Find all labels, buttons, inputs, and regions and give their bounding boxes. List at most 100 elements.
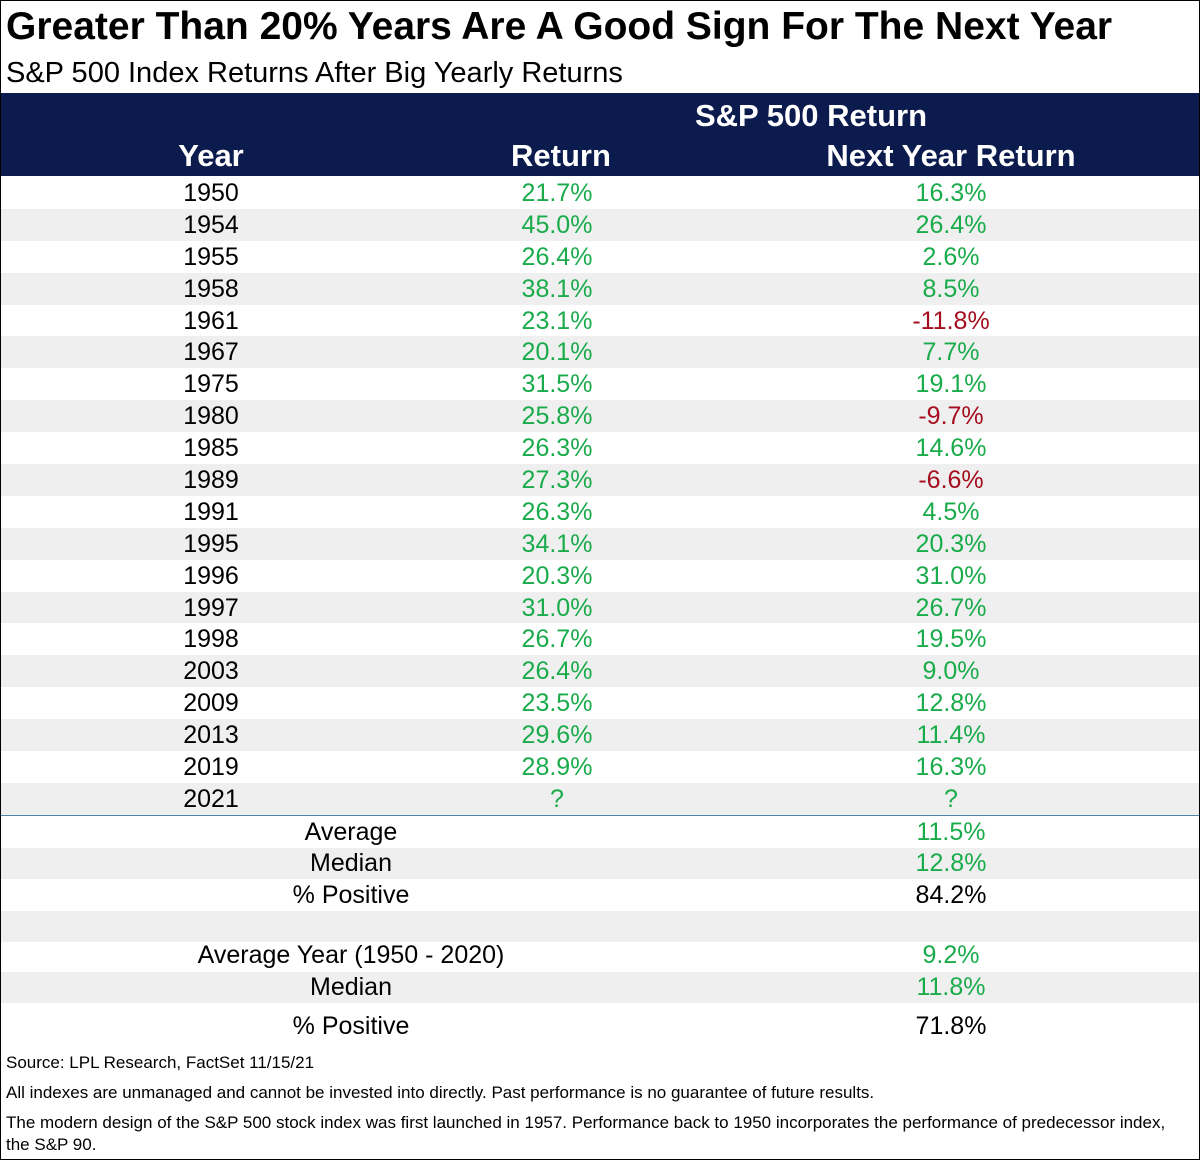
next-year-return-cell: 11.4%	[916, 721, 986, 750]
return-cell: 23.1%	[521, 306, 593, 335]
year-cell: 1985	[183, 434, 239, 463]
next-year-return-cell: 7.7%	[922, 338, 980, 367]
return-cell: 21.7%	[521, 179, 593, 207]
baseline-row-median: Median 11.8%	[1, 972, 1199, 1003]
next-year-return-cell: -9.7%	[918, 402, 984, 431]
table-row: 2013 29.6% 11.4%	[1, 719, 1199, 752]
next-year-return-cell: 19.1%	[915, 370, 987, 399]
year-cell: 1989	[183, 466, 239, 495]
baseline-value: 11.8%	[916, 973, 986, 1001]
table-row: 1989 27.3% -6.6%	[1, 464, 1199, 496]
next-year-return-cell: 19.5%	[915, 625, 987, 654]
baseline-label: Average Year (1950 - 2020)	[197, 941, 505, 969]
next-year-return-cell: 4.5%	[922, 497, 980, 526]
summary-row-positive: % Positive 84.2%	[1, 880, 1199, 911]
table-row: 1975 31.5% 19.1%	[1, 368, 1199, 400]
return-cell: 45.0%	[521, 210, 593, 239]
summary-row-median: Median 12.8%	[1, 848, 1199, 879]
year-cell: 1955	[183, 242, 239, 271]
next-year-return-cell: 8.5%	[922, 274, 980, 303]
year-cell: 1996	[183, 561, 239, 590]
disclaimer-note: All indexes are unmanaged and cannot be …	[6, 1083, 875, 1102]
return-cell: 31.0%	[521, 593, 593, 622]
next-year-return-cell: 12.8%	[915, 689, 987, 718]
spacer-row	[1, 911, 1199, 942]
year-cell: 1980	[183, 402, 239, 431]
year-cell: 2019	[183, 753, 239, 782]
year-cell: 1967	[183, 338, 239, 367]
column-header-next-year-return: Next Year Return	[826, 138, 1076, 173]
table-row: 2019 28.9% 16.3%	[1, 751, 1199, 783]
year-cell: 1954	[183, 210, 239, 239]
summary-label: Average	[304, 818, 398, 846]
baseline-value: 9.2%	[922, 941, 980, 969]
table-row: 2009 23.5% 12.8%	[1, 687, 1199, 719]
return-cell: 26.7%	[521, 625, 593, 654]
return-cell: 20.3%	[521, 561, 593, 590]
baseline-value: 71.8%	[915, 1012, 987, 1040]
next-year-return-cell: ?	[944, 784, 958, 813]
table-row: 1991 26.3% 4.5%	[1, 496, 1199, 528]
table-header: S&P 500 Return Year Return Next Year Ret…	[1, 93, 1199, 176]
baseline-row-average: Average Year (1950 - 2020) 9.2%	[1, 940, 1199, 971]
table-row: 2021??	[1, 782, 1199, 815]
next-year-return-cell: 16.3%	[915, 179, 987, 207]
return-cell: 29.6%	[521, 721, 593, 750]
next-year-return-cell: 16.3%	[915, 753, 987, 782]
return-cell: 31.5%	[521, 370, 593, 399]
table-row: 1996 20.3% 31.0%	[1, 560, 1199, 592]
summary-label: % Positive	[292, 881, 410, 909]
chart-title: Greater Than 20% Years Are A Good Sign F…	[6, 5, 1113, 48]
year-cell: 1958	[183, 274, 239, 303]
year-cell: 2013	[183, 721, 239, 750]
table-row: 1961 23.1% -11.8%	[1, 305, 1199, 337]
year-cell: 2009	[183, 689, 239, 718]
summary-value: 11.5%	[916, 818, 986, 846]
table-row: 1955 26.4% 2.6%	[1, 241, 1199, 273]
next-year-return-cell: 26.4%	[915, 210, 987, 239]
return-cell: 20.1%	[521, 338, 593, 367]
year-cell: 1975	[183, 370, 239, 399]
table-row: 1958 38.1% 8.5%	[1, 272, 1199, 305]
return-cell: 23.5%	[521, 689, 593, 718]
next-year-return-cell: 26.7%	[915, 593, 987, 622]
table-row: 1980 25.8% -9.7%	[1, 400, 1199, 433]
next-year-return-cell: 9.0%	[922, 657, 980, 686]
year-cell: 1995	[183, 529, 239, 558]
next-year-return-cell: 31.0%	[915, 561, 987, 590]
return-cell: 26.3%	[521, 497, 593, 526]
summary-value: 12.8%	[915, 849, 987, 877]
column-header-year: Year	[178, 138, 244, 173]
year-cell: 2003	[183, 657, 239, 686]
summary-value: 84.2%	[915, 881, 987, 909]
year-cell: 1950	[183, 179, 239, 207]
next-year-return-cell: 2.6%	[922, 242, 980, 271]
return-cell: 26.4%	[521, 657, 593, 686]
next-year-return-cell: 14.6%	[915, 434, 987, 463]
year-cell: 1961	[183, 306, 239, 335]
table-row: 2003 26.4% 9.0%	[1, 655, 1199, 688]
history-note: The modern design of the S&P 500 stock i…	[6, 1113, 1166, 1154]
return-cell: 38.1%	[521, 274, 593, 303]
baseline-label: Median	[310, 973, 392, 1001]
summary-label: Median	[310, 849, 392, 877]
table-row: 1998 26.7% 19.5%	[1, 623, 1199, 655]
table-row: 1985 26.3% 14.6%	[1, 432, 1199, 464]
return-cell: 27.3%	[521, 466, 593, 495]
column-header-return: Return	[511, 138, 611, 173]
return-cell: 26.3%	[521, 434, 593, 463]
baseline-row-positive: % Positive 71.8%	[1, 1011, 1199, 1042]
next-year-return-cell: -6.6%	[918, 466, 984, 495]
table-body: 1950 21.7% 16.3% 1954 45.0% 26.4% 1955 26.4% 2.6…	[1, 177, 1199, 815]
group-header: S&P 500 Return	[694, 98, 927, 133]
source-note: Source: LPL Research, FactSet 11/15/21	[6, 1053, 315, 1072]
table-row: 1950 21.7% 16.3%	[1, 177, 1199, 209]
table-divider	[1, 815, 1199, 816]
table-row: 1954 45.0% 26.4%	[1, 208, 1199, 241]
chart-subtitle: S&P 500 Index Returns After Big Yearly R…	[6, 57, 623, 89]
return-cell: 28.9%	[521, 753, 593, 782]
baseline-label: % Positive	[292, 1012, 410, 1040]
return-cell: 34.1%	[521, 529, 593, 558]
table-row: 1967 20.1% 7.7%	[1, 336, 1199, 369]
year-cell: 1998	[183, 625, 239, 654]
